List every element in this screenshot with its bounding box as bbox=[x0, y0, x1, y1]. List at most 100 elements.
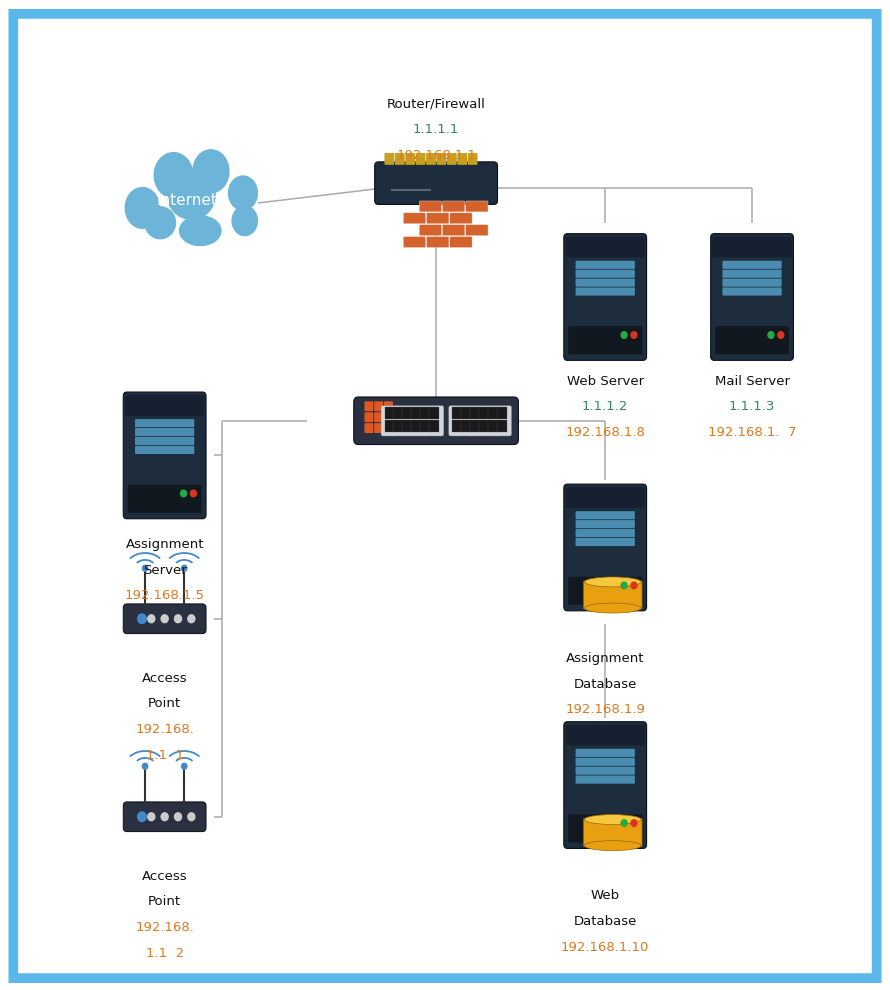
FancyBboxPatch shape bbox=[576, 511, 635, 520]
FancyBboxPatch shape bbox=[384, 412, 393, 422]
FancyBboxPatch shape bbox=[449, 213, 472, 224]
Circle shape bbox=[182, 763, 187, 769]
FancyBboxPatch shape bbox=[365, 401, 374, 411]
FancyBboxPatch shape bbox=[723, 287, 781, 296]
FancyBboxPatch shape bbox=[384, 152, 394, 164]
Circle shape bbox=[138, 614, 146, 624]
FancyBboxPatch shape bbox=[465, 225, 488, 236]
Ellipse shape bbox=[228, 175, 258, 211]
FancyBboxPatch shape bbox=[576, 757, 635, 766]
Text: Access: Access bbox=[142, 671, 188, 685]
Text: Router/Firewall: Router/Firewall bbox=[386, 97, 486, 111]
FancyBboxPatch shape bbox=[429, 420, 439, 432]
Ellipse shape bbox=[231, 205, 258, 237]
FancyBboxPatch shape bbox=[716, 327, 789, 354]
FancyBboxPatch shape bbox=[569, 327, 643, 354]
FancyBboxPatch shape bbox=[128, 485, 201, 513]
FancyBboxPatch shape bbox=[384, 423, 393, 433]
Text: Database: Database bbox=[573, 677, 637, 691]
FancyBboxPatch shape bbox=[384, 420, 394, 432]
Circle shape bbox=[631, 582, 637, 589]
Circle shape bbox=[631, 332, 637, 339]
FancyBboxPatch shape bbox=[393, 420, 403, 432]
FancyBboxPatch shape bbox=[470, 407, 480, 419]
FancyBboxPatch shape bbox=[488, 407, 498, 419]
FancyBboxPatch shape bbox=[442, 201, 465, 212]
FancyBboxPatch shape bbox=[566, 237, 644, 257]
Ellipse shape bbox=[585, 815, 641, 825]
FancyBboxPatch shape bbox=[452, 420, 462, 432]
FancyBboxPatch shape bbox=[566, 725, 644, 745]
Ellipse shape bbox=[179, 215, 222, 247]
FancyBboxPatch shape bbox=[447, 152, 457, 164]
FancyBboxPatch shape bbox=[402, 407, 412, 419]
FancyBboxPatch shape bbox=[442, 225, 465, 236]
FancyBboxPatch shape bbox=[576, 260, 635, 269]
Ellipse shape bbox=[125, 187, 160, 229]
FancyBboxPatch shape bbox=[365, 412, 374, 422]
Text: 1.1.1.1: 1.1.1.1 bbox=[413, 123, 459, 137]
FancyBboxPatch shape bbox=[436, 152, 446, 164]
Circle shape bbox=[190, 490, 197, 497]
FancyBboxPatch shape bbox=[576, 529, 635, 538]
FancyBboxPatch shape bbox=[426, 213, 449, 224]
FancyBboxPatch shape bbox=[449, 406, 512, 436]
Text: Internet: Internet bbox=[157, 193, 217, 209]
FancyBboxPatch shape bbox=[125, 395, 204, 416]
FancyBboxPatch shape bbox=[564, 234, 646, 360]
Ellipse shape bbox=[585, 603, 641, 613]
Circle shape bbox=[768, 332, 774, 339]
FancyBboxPatch shape bbox=[479, 407, 489, 419]
FancyBboxPatch shape bbox=[710, 234, 793, 360]
Text: Web Server: Web Server bbox=[567, 374, 643, 388]
Text: 192.168.1.1: 192.168.1.1 bbox=[396, 148, 476, 162]
FancyBboxPatch shape bbox=[465, 201, 488, 212]
FancyBboxPatch shape bbox=[468, 152, 478, 164]
Circle shape bbox=[161, 813, 168, 821]
FancyBboxPatch shape bbox=[566, 487, 644, 508]
Text: 1.1  1: 1.1 1 bbox=[146, 748, 183, 762]
Circle shape bbox=[148, 615, 155, 623]
Circle shape bbox=[621, 820, 627, 827]
FancyBboxPatch shape bbox=[405, 152, 415, 164]
FancyBboxPatch shape bbox=[584, 819, 642, 846]
FancyBboxPatch shape bbox=[135, 446, 194, 454]
FancyBboxPatch shape bbox=[123, 392, 206, 519]
Text: Point: Point bbox=[148, 697, 182, 711]
Text: 1.1  2: 1.1 2 bbox=[146, 946, 183, 960]
Text: 192.168.: 192.168. bbox=[135, 921, 194, 935]
FancyBboxPatch shape bbox=[461, 407, 471, 419]
FancyBboxPatch shape bbox=[576, 287, 635, 296]
FancyBboxPatch shape bbox=[411, 420, 421, 432]
FancyBboxPatch shape bbox=[419, 225, 441, 236]
FancyBboxPatch shape bbox=[461, 420, 471, 432]
FancyBboxPatch shape bbox=[374, 401, 383, 411]
FancyBboxPatch shape bbox=[123, 802, 206, 832]
FancyBboxPatch shape bbox=[457, 152, 467, 164]
FancyBboxPatch shape bbox=[449, 237, 472, 248]
Text: 192.168.1.10: 192.168.1.10 bbox=[561, 940, 650, 954]
Circle shape bbox=[142, 763, 148, 769]
Circle shape bbox=[188, 813, 195, 821]
FancyBboxPatch shape bbox=[384, 401, 393, 411]
Circle shape bbox=[188, 615, 195, 623]
FancyBboxPatch shape bbox=[723, 269, 781, 278]
Circle shape bbox=[181, 490, 187, 497]
Text: Assignment: Assignment bbox=[125, 538, 204, 551]
Circle shape bbox=[138, 812, 146, 822]
Circle shape bbox=[174, 615, 182, 623]
FancyBboxPatch shape bbox=[470, 420, 480, 432]
FancyBboxPatch shape bbox=[429, 407, 439, 419]
Circle shape bbox=[142, 565, 148, 571]
FancyBboxPatch shape bbox=[723, 260, 781, 269]
Text: Server: Server bbox=[142, 563, 187, 577]
Text: 192.168.1.5: 192.168.1.5 bbox=[125, 589, 205, 603]
Text: 192.168.1.8: 192.168.1.8 bbox=[565, 426, 645, 440]
Circle shape bbox=[621, 332, 627, 339]
FancyBboxPatch shape bbox=[576, 538, 635, 546]
FancyBboxPatch shape bbox=[576, 269, 635, 278]
FancyBboxPatch shape bbox=[426, 237, 449, 248]
Text: Mail Server: Mail Server bbox=[715, 374, 789, 388]
Text: 192.168.1.  7: 192.168.1. 7 bbox=[708, 426, 797, 440]
FancyBboxPatch shape bbox=[419, 201, 441, 212]
